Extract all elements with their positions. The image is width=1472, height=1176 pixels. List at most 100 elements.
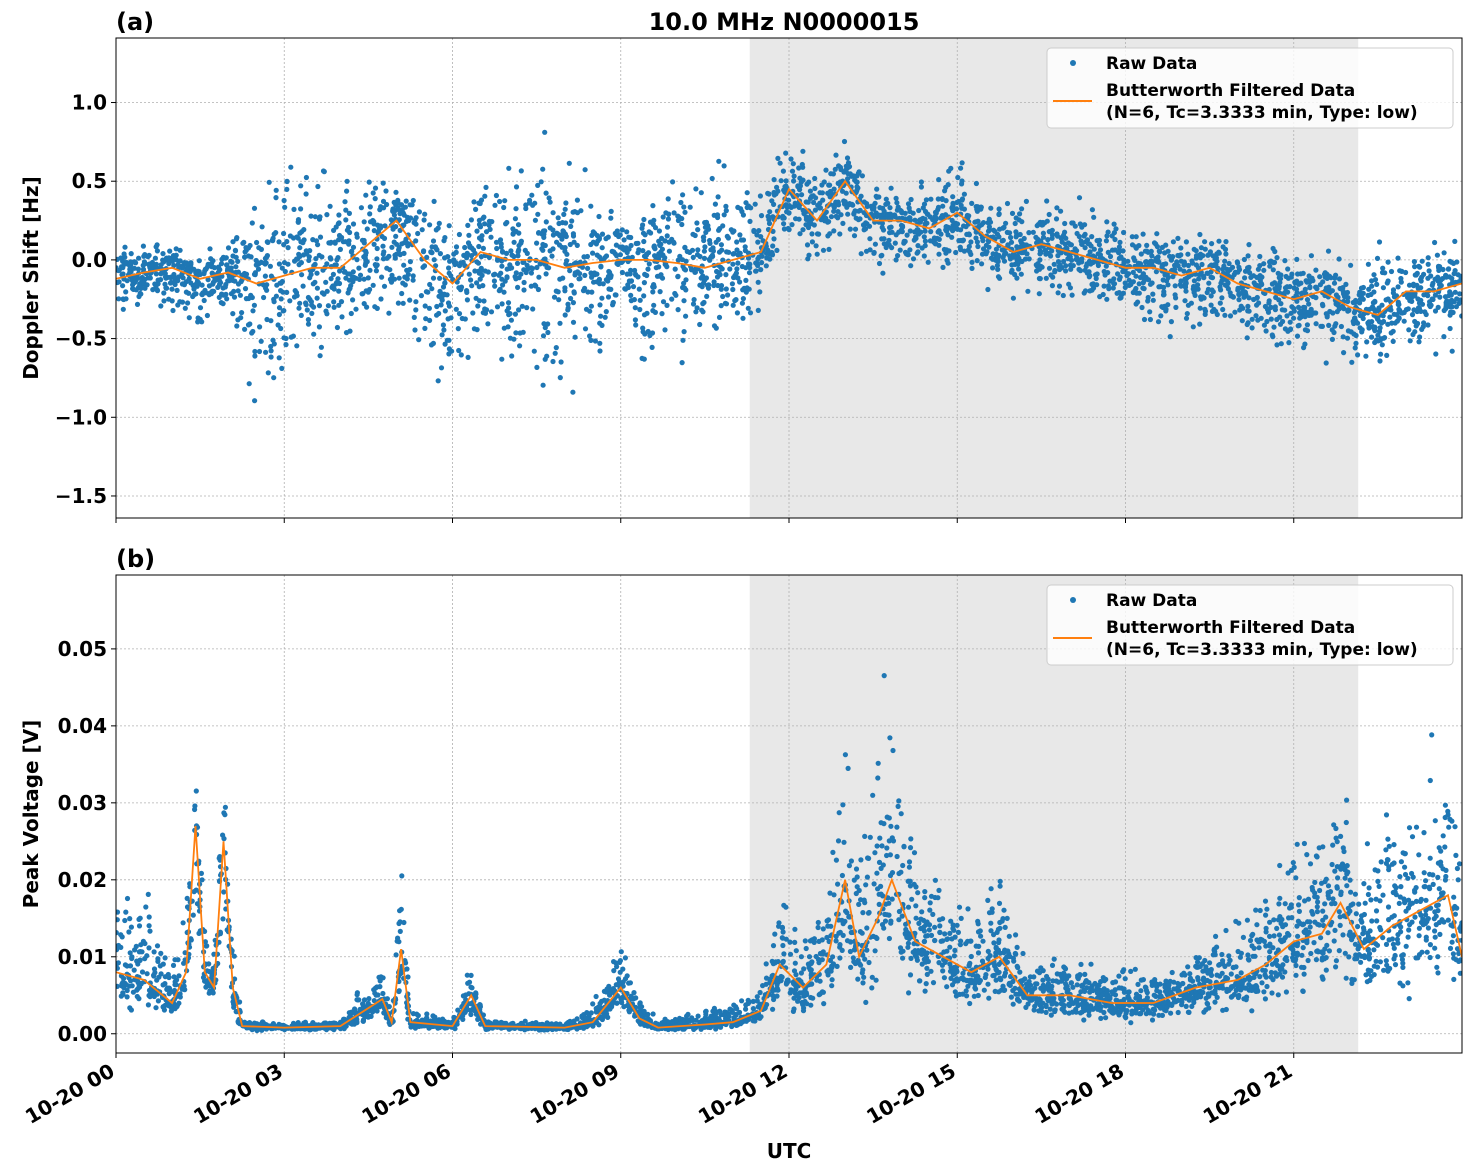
raw-data-point: [705, 283, 710, 288]
raw-data-point: [1055, 234, 1060, 239]
raw-data-point: [911, 211, 916, 216]
raw-data-point: [1089, 234, 1094, 239]
raw-data-point: [884, 245, 889, 250]
raw-data-point: [315, 184, 320, 189]
raw-data-point: [1047, 266, 1052, 271]
raw-data-point: [1242, 289, 1247, 294]
raw-data-point: [331, 299, 336, 304]
y-tick-label: −0.5: [55, 327, 107, 351]
raw-data-point: [396, 200, 401, 205]
raw-data-point: [259, 339, 264, 344]
raw-data-point: [1257, 254, 1262, 259]
raw-data-point: [466, 233, 471, 238]
raw-data-point: [1131, 255, 1136, 260]
raw-data-point: [1371, 272, 1376, 277]
raw-data-point: [966, 231, 971, 236]
raw-data-point: [350, 1020, 355, 1025]
raw-data-point: [277, 355, 282, 360]
raw-data-point: [950, 208, 955, 213]
raw-data-point: [1220, 307, 1225, 312]
raw-data-point: [1273, 295, 1278, 300]
raw-data-point: [1040, 222, 1045, 227]
raw-data-point: [413, 299, 418, 304]
raw-data-point: [259, 247, 264, 252]
raw-data-point: [129, 1007, 134, 1012]
raw-data-point: [887, 230, 892, 235]
raw-data-point: [1266, 300, 1271, 305]
raw-data-point: [353, 307, 358, 312]
raw-data-point: [1343, 293, 1348, 298]
raw-data-point: [1417, 334, 1422, 339]
raw-data-point: [317, 214, 322, 219]
raw-data-point: [713, 202, 718, 207]
raw-data-point: [1185, 311, 1190, 316]
raw-data-point: [723, 272, 728, 277]
raw-data-point: [469, 973, 474, 978]
raw-data-point: [1333, 273, 1338, 278]
raw-data-point: [447, 304, 452, 309]
raw-data-point: [399, 907, 404, 912]
raw-data-point: [523, 248, 528, 253]
raw-data-point: [427, 282, 432, 287]
raw-data-point: [791, 161, 796, 166]
raw-data-point: [271, 297, 276, 302]
raw-data-point: [476, 261, 481, 266]
raw-data-point: [129, 954, 134, 959]
raw-data-point: [1152, 240, 1157, 245]
raw-data-point: [247, 321, 252, 326]
raw-data-point: [503, 221, 508, 226]
raw-data-point: [923, 243, 928, 248]
raw-data-point: [343, 276, 348, 281]
raw-data-point: [452, 1026, 457, 1031]
raw-data-point: [1061, 293, 1066, 298]
raw-data-point: [1254, 296, 1259, 301]
raw-data-point: [651, 222, 656, 227]
raw-data-point: [1274, 342, 1279, 347]
raw-data-point: [1227, 261, 1232, 266]
raw-data-point: [415, 231, 420, 236]
raw-data-point: [400, 281, 405, 286]
raw-data-point: [466, 355, 471, 360]
raw-data-point: [289, 335, 294, 340]
raw-data-point: [142, 286, 147, 291]
raw-data-point: [610, 249, 615, 254]
raw-data-point: [223, 256, 228, 261]
raw-data-point: [782, 226, 787, 231]
raw-data-point: [582, 273, 587, 278]
raw-data-point: [220, 916, 225, 921]
raw-data-point: [604, 309, 609, 314]
raw-data-point: [524, 270, 529, 275]
raw-data-point: [541, 235, 546, 240]
raw-data-point: [252, 398, 257, 403]
raw-data-point: [173, 982, 178, 987]
raw-data-point: [645, 267, 650, 272]
raw-data-point: [1178, 245, 1183, 250]
raw-data-point: [862, 199, 867, 204]
raw-data-point: [516, 222, 521, 227]
raw-data-point: [264, 282, 269, 287]
raw-data-point: [726, 235, 731, 240]
raw-data-point: [1444, 302, 1449, 307]
raw-data-point: [1442, 250, 1447, 255]
raw-data-point: [315, 296, 320, 301]
raw-data-point: [922, 234, 927, 239]
raw-data-point: [252, 349, 257, 354]
raw-data-point: [607, 272, 612, 277]
raw-data-point: [572, 240, 577, 245]
raw-data-point: [437, 289, 442, 294]
raw-data-point: [746, 203, 751, 208]
raw-data-point: [261, 295, 266, 300]
raw-data-point: [437, 221, 442, 226]
raw-data-point: [1250, 317, 1255, 322]
raw-data-point: [1432, 240, 1437, 245]
raw-data-point: [411, 278, 416, 283]
raw-data-point: [867, 236, 872, 241]
raw-data-point: [502, 326, 507, 331]
raw-data-point: [313, 214, 318, 219]
raw-data-point: [264, 255, 269, 260]
raw-data-point: [575, 1016, 580, 1021]
raw-data-point: [175, 302, 180, 307]
raw-data-point: [443, 308, 448, 313]
raw-data-point: [757, 289, 762, 294]
raw-data-point: [380, 991, 385, 996]
